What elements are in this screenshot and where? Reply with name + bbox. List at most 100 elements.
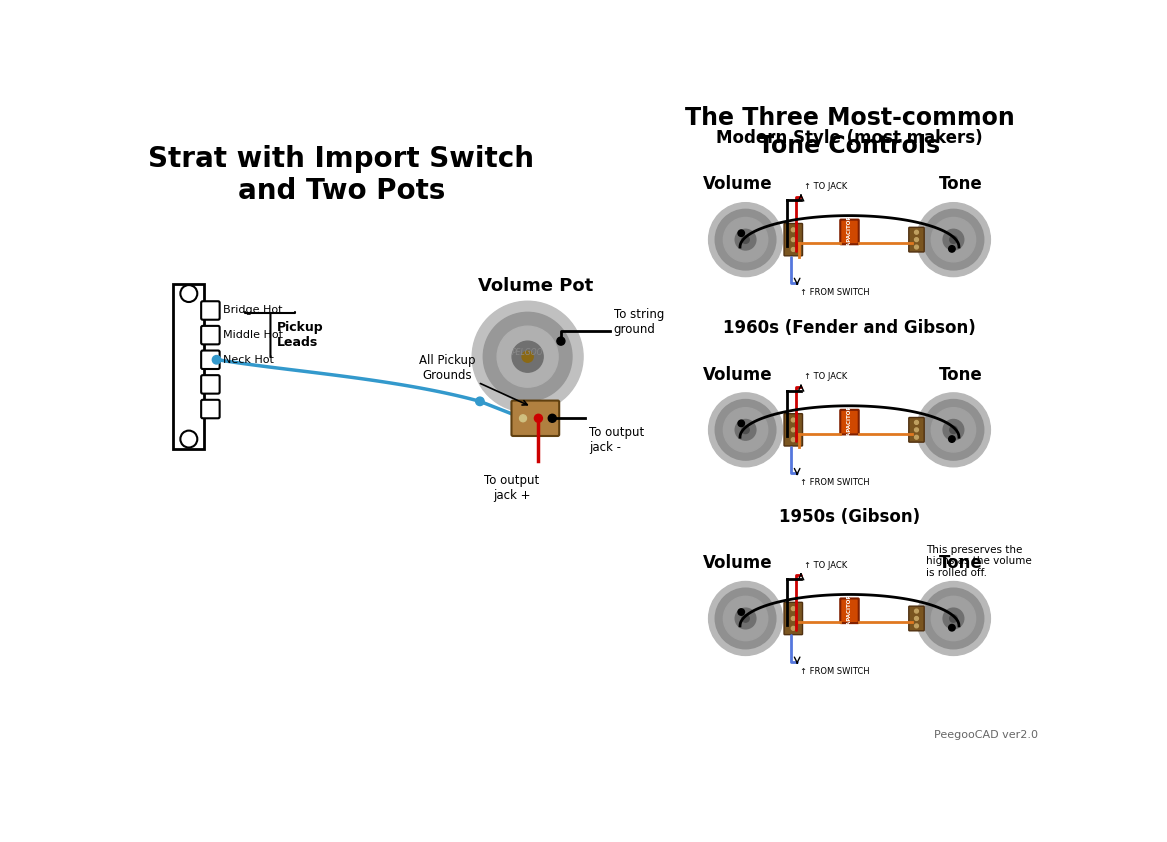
Circle shape [915,245,918,249]
Circle shape [949,246,955,252]
Circle shape [916,393,991,466]
Circle shape [949,625,955,631]
FancyBboxPatch shape [511,401,559,436]
Circle shape [483,312,572,401]
Circle shape [915,624,918,628]
Text: ↑ FROM SWITCH: ↑ FROM SWITCH [801,478,869,488]
Circle shape [916,203,991,277]
Circle shape [212,355,221,364]
Circle shape [915,420,918,424]
Text: Middle Hot: Middle Hot [223,330,282,340]
Circle shape [738,230,745,237]
Circle shape [476,397,484,406]
Text: This preserves the
highs as the volume
is rolled off.: This preserves the highs as the volume i… [927,545,1033,578]
Circle shape [931,217,976,262]
FancyBboxPatch shape [201,301,219,320]
FancyBboxPatch shape [784,223,803,256]
Circle shape [512,341,543,372]
Circle shape [923,589,984,649]
Text: To output
jack -: To output jack - [589,426,644,454]
Circle shape [724,408,768,452]
Circle shape [735,229,756,250]
Text: 1960s (Fender and Gibson): 1960s (Fender and Gibson) [724,319,976,338]
Text: Tone: Tone [939,554,983,573]
Circle shape [931,408,976,452]
Circle shape [715,399,776,460]
Circle shape [943,229,964,250]
Text: CAPACITOR: CAPACITOR [847,594,852,628]
Circle shape [735,608,756,629]
Circle shape [923,210,984,270]
Circle shape [949,436,955,442]
FancyBboxPatch shape [840,220,859,244]
Circle shape [708,203,783,277]
Circle shape [724,596,768,641]
Circle shape [943,608,964,629]
Circle shape [519,415,526,422]
Circle shape [915,428,918,432]
Circle shape [181,285,197,302]
Text: To output
jack +: To output jack + [484,474,539,502]
Circle shape [522,351,533,362]
Circle shape [557,337,565,345]
Circle shape [943,419,964,440]
FancyBboxPatch shape [909,606,924,631]
Circle shape [791,237,795,242]
Circle shape [742,615,749,622]
Text: Tone: Tone [939,175,983,194]
Text: Volume: Volume [703,554,773,573]
Text: To string
ground: To string ground [614,308,664,336]
Circle shape [915,231,918,234]
Circle shape [548,415,555,422]
Circle shape [735,419,756,440]
Text: Volume: Volume [703,175,773,194]
Circle shape [791,418,795,422]
Text: Neck Hot: Neck Hot [223,354,273,365]
Circle shape [738,420,745,427]
Text: CAPACITOR: CAPACITOR [847,215,852,249]
Text: The Three Most-common
Tone Controls: The Three Most-common Tone Controls [685,106,1014,158]
Circle shape [473,301,584,412]
Text: 1950s (Gibson): 1950s (Gibson) [778,508,920,526]
Circle shape [715,210,776,270]
Circle shape [724,217,768,262]
FancyBboxPatch shape [909,418,924,442]
Circle shape [791,428,795,432]
Circle shape [791,228,795,232]
Text: Modern Style (most makers): Modern Style (most makers) [717,129,983,147]
Circle shape [950,236,957,243]
Circle shape [791,626,795,631]
Circle shape [931,596,976,641]
FancyBboxPatch shape [201,350,219,369]
Text: Bridge Hot: Bridge Hot [223,306,282,316]
FancyBboxPatch shape [784,602,803,635]
Circle shape [950,615,957,622]
Text: All Pickup
Grounds: All Pickup Grounds [419,354,527,405]
Text: ↑ TO JACK: ↑ TO JACK [804,182,847,191]
Circle shape [742,236,749,243]
Text: ↑ TO JACK: ↑ TO JACK [804,372,847,381]
Circle shape [915,616,918,621]
Circle shape [708,582,783,655]
Text: ↑ TO JACK: ↑ TO JACK [804,561,847,570]
Circle shape [950,426,957,434]
FancyBboxPatch shape [201,376,219,394]
Text: Tone: Tone [939,365,983,384]
Text: CAPACITOR: CAPACITOR [847,405,852,440]
Text: Volume Pot: Volume Pot [477,277,593,295]
Circle shape [708,393,783,466]
Circle shape [915,237,918,242]
Circle shape [915,609,918,613]
Circle shape [715,589,776,649]
FancyBboxPatch shape [784,413,803,446]
Circle shape [791,438,795,441]
Circle shape [534,415,541,422]
Bar [174,284,204,449]
Circle shape [791,248,795,252]
Circle shape [791,607,795,610]
Circle shape [923,399,984,460]
Text: PeegooCAD ver2.0: PeegooCAD ver2.0 [934,730,1039,740]
FancyBboxPatch shape [909,227,924,252]
Text: Pickup
Leads: Pickup Leads [277,321,323,349]
Text: Strat with Import Switch
and Two Pots: Strat with Import Switch and Two Pots [148,145,534,205]
